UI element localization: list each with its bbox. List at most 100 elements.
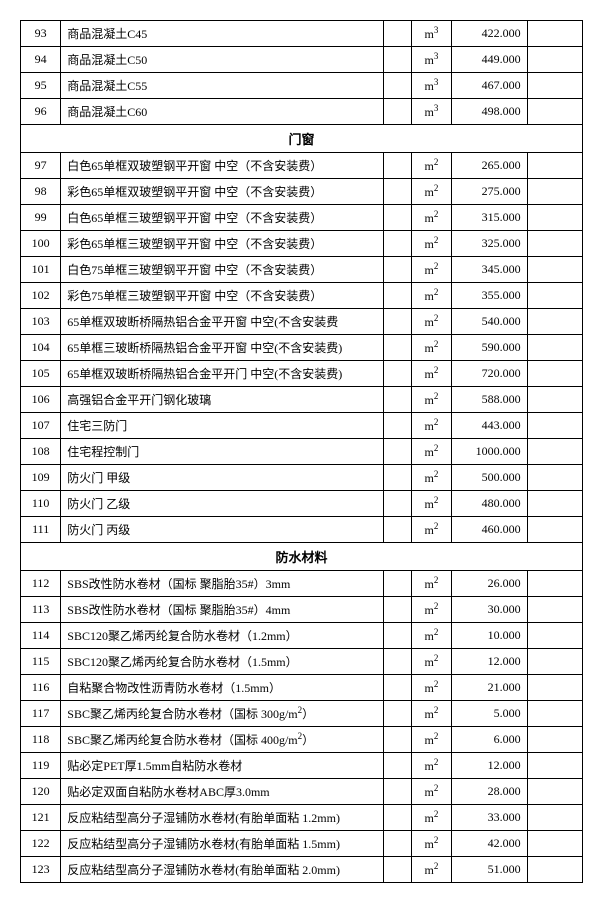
price: 720.000 [452,361,528,387]
material-name: 65单框三玻断桥隔热铝合金平开窗 中空(不含安装费) [61,335,383,361]
material-name: 高强铝合金平开门钢化玻璃 [61,387,383,413]
unit: m2 [411,701,451,727]
table-row: 97白色65单框双玻塑钢平开窗 中空（不含安装费）m2265.000 [21,153,583,179]
price: 265.000 [452,153,528,179]
section-header-row: 门窗 [21,125,583,153]
empty-cell [383,857,411,883]
table-row: 94商品混凝土C50m3449.000 [21,47,583,73]
empty-cell [527,73,582,99]
price: 30.000 [452,597,528,623]
empty-cell [527,491,582,517]
table-row: 120贴必定双面自粘防水卷材ABC厚3.0mmm228.000 [21,779,583,805]
table-row: 109防火门 甲级m2500.000 [21,465,583,491]
material-name: 彩色75单框三玻塑钢平开窗 中空（不含安装费） [61,283,383,309]
price: 590.000 [452,335,528,361]
unit: m2 [411,727,451,753]
empty-cell [527,21,582,47]
material-name: 65单框双玻断桥隔热铝合金平开门 中空(不含安装费) [61,361,383,387]
material-name: SBC120聚乙烯丙纶复合防水卷材（1.5mm） [61,649,383,675]
row-number: 123 [21,857,61,883]
empty-cell [383,335,411,361]
table-row: 101白色75单框三玻塑钢平开窗 中空（不含安装费）m2345.000 [21,257,583,283]
price: 467.000 [452,73,528,99]
empty-cell [383,99,411,125]
empty-cell [527,99,582,125]
unit: m2 [411,517,451,543]
empty-cell [527,439,582,465]
material-name: SBS改性防水卷材（国标 聚脂胎35#）4mm [61,597,383,623]
empty-cell [527,701,582,727]
empty-cell [527,649,582,675]
material-name: SBC聚乙烯丙纶复合防水卷材（国标 400g/m2） [61,727,383,753]
empty-cell [527,779,582,805]
empty-cell [527,309,582,335]
empty-cell [383,571,411,597]
empty-cell [383,47,411,73]
empty-cell [383,465,411,491]
material-name: 住宅三防门 [61,413,383,439]
material-name: 住宅程控制门 [61,439,383,465]
row-number: 117 [21,701,61,727]
price: 6.000 [452,727,528,753]
row-number: 109 [21,465,61,491]
table-row: 122反应粘结型高分子湿铺防水卷材(有胎单面粘 1.5mm)m242.000 [21,831,583,857]
empty-cell [527,675,582,701]
empty-cell [527,831,582,857]
empty-cell [527,153,582,179]
unit: m3 [411,73,451,99]
table-row: 10365单框双玻断桥隔热铝合金平开窗 中空(不含安装费m2540.000 [21,309,583,335]
row-number: 115 [21,649,61,675]
empty-cell [383,491,411,517]
empty-cell [383,283,411,309]
material-name: 自粘聚合物改性沥青防水卷材（1.5mm） [61,675,383,701]
material-name: 白色65单框双玻塑钢平开窗 中空（不含安装费） [61,153,383,179]
row-number: 119 [21,753,61,779]
unit: m3 [411,47,451,73]
price: 315.000 [452,205,528,231]
unit: m2 [411,831,451,857]
table-row: 121反应粘结型高分子湿铺防水卷材(有胎单面粘 1.2mm)m233.000 [21,805,583,831]
material-name: 商品混凝土C60 [61,99,383,125]
unit: m3 [411,99,451,125]
empty-cell [527,805,582,831]
unit: m2 [411,779,451,805]
row-number: 93 [21,21,61,47]
empty-cell [383,153,411,179]
section-header-row: 防水材料 [21,543,583,571]
table-row: 107住宅三防门m2443.000 [21,413,583,439]
empty-cell [527,387,582,413]
unit: m2 [411,179,451,205]
table-row: 95商品混凝土C55m3467.000 [21,73,583,99]
unit: m2 [411,335,451,361]
unit: m2 [411,857,451,883]
empty-cell [527,283,582,309]
price: 345.000 [452,257,528,283]
empty-cell [383,205,411,231]
table-row: 102彩色75单框三玻塑钢平开窗 中空（不含安装费）m2355.000 [21,283,583,309]
unit: m2 [411,387,451,413]
material-name: 白色65单框三玻塑钢平开窗 中空（不含安装费） [61,205,383,231]
price: 21.000 [452,675,528,701]
unit: m2 [411,361,451,387]
table-row: 123反应粘结型高分子湿铺防水卷材(有胎单面粘 2.0mm)m251.000 [21,857,583,883]
material-name: 反应粘结型高分子湿铺防水卷材(有胎单面粘 1.2mm) [61,805,383,831]
price: 325.000 [452,231,528,257]
row-number: 116 [21,675,61,701]
empty-cell [527,335,582,361]
price: 42.000 [452,831,528,857]
material-name: SBC120聚乙烯丙纶复合防水卷材（1.2mm） [61,623,383,649]
unit: m3 [411,21,451,47]
empty-cell [527,47,582,73]
empty-cell [527,413,582,439]
unit: m2 [411,571,451,597]
empty-cell [383,597,411,623]
empty-cell [383,831,411,857]
empty-cell [383,623,411,649]
empty-cell [527,465,582,491]
table-row: 110防火门 乙级m2480.000 [21,491,583,517]
row-number: 95 [21,73,61,99]
table-row: 10565单框双玻断桥隔热铝合金平开门 中空(不含安装费)m2720.000 [21,361,583,387]
price: 12.000 [452,649,528,675]
material-name: 白色75单框三玻塑钢平开窗 中空（不含安装费） [61,257,383,283]
empty-cell [383,649,411,675]
